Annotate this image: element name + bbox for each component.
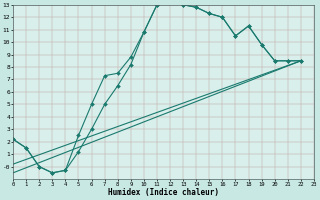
- X-axis label: Humidex (Indice chaleur): Humidex (Indice chaleur): [108, 188, 219, 197]
